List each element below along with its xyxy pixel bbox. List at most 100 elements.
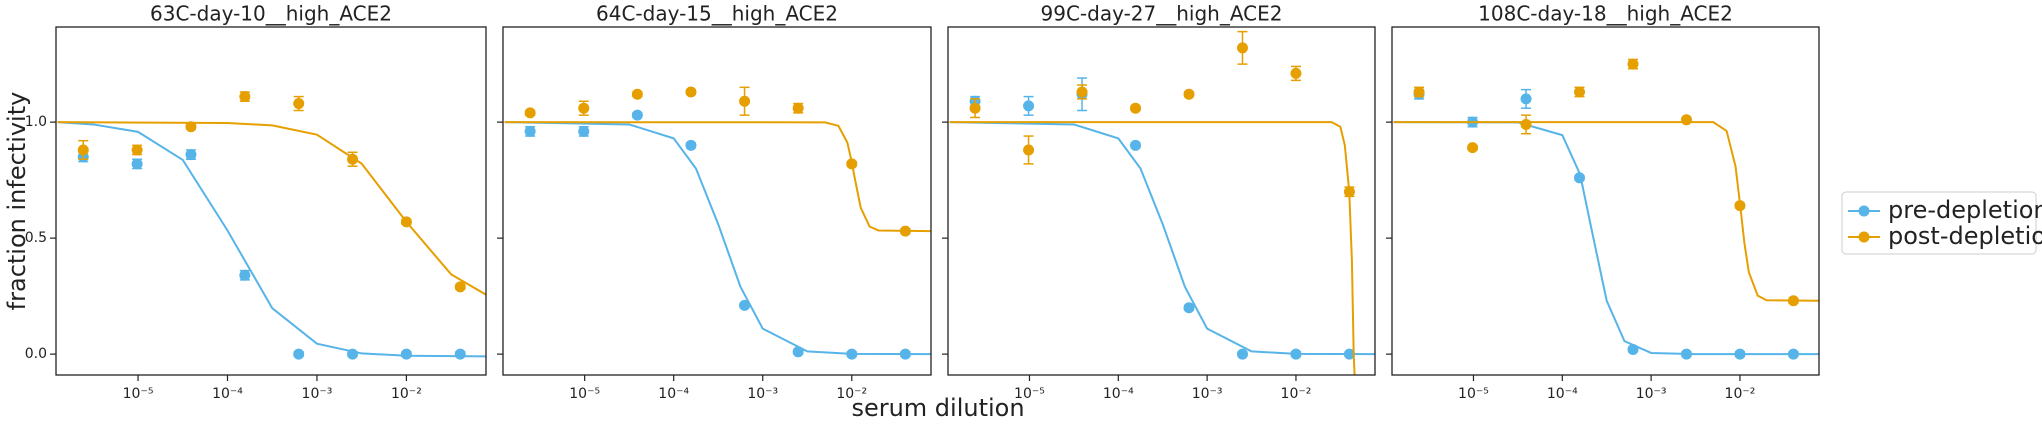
data-point bbox=[293, 348, 305, 360]
data-point bbox=[1787, 295, 1799, 307]
data-point bbox=[578, 102, 590, 114]
data-point bbox=[185, 149, 197, 161]
legend-box bbox=[1841, 191, 2037, 255]
x-tick-label: 10⁻² bbox=[836, 386, 867, 402]
panel-title: 64C-day-15__high_ACE2 bbox=[596, 2, 838, 26]
data-point bbox=[631, 109, 643, 121]
data-point bbox=[347, 153, 359, 165]
x-tick-label: 10⁻⁵ bbox=[1014, 386, 1045, 402]
data-point bbox=[1076, 86, 1088, 98]
data-point bbox=[1627, 343, 1639, 355]
data-point bbox=[685, 86, 697, 98]
x-tick-label: 10⁻⁴ bbox=[1547, 386, 1578, 402]
x-tick-label: 10⁻³ bbox=[302, 386, 333, 402]
data-point bbox=[969, 102, 981, 114]
panel: 108C-day-18__high_ACE2 10⁻⁵ 10⁻⁴ 10⁻³ 10⁻² bbox=[1386, 2, 1820, 402]
x-tick-label: 10⁻⁵ bbox=[1458, 386, 1489, 402]
data-point bbox=[400, 216, 412, 228]
data-point bbox=[1290, 348, 1302, 360]
fit-line bbox=[1393, 121, 1819, 356]
data-point bbox=[131, 158, 143, 170]
panel: 99C-day-27__high_ACE2 10⁻⁵ 10⁻⁴ 10⁻³ 10⁻² bbox=[942, 2, 1376, 402]
data-point bbox=[239, 269, 251, 281]
legend-label: post-depletion bbox=[1888, 222, 2042, 250]
data-point bbox=[1467, 142, 1479, 154]
data-point bbox=[846, 158, 858, 170]
data-point bbox=[1343, 186, 1355, 198]
legend-label: pre-depletion bbox=[1888, 196, 2042, 224]
data-point bbox=[1343, 348, 1355, 360]
data-point bbox=[347, 348, 359, 360]
data-point bbox=[578, 125, 590, 137]
data-point bbox=[899, 225, 911, 237]
data-point bbox=[1574, 172, 1586, 184]
legend-marker bbox=[1858, 205, 1870, 217]
data-point bbox=[1680, 114, 1692, 126]
data-point bbox=[131, 144, 143, 156]
x-tick-label: 10⁻⁴ bbox=[658, 386, 689, 402]
fit-line bbox=[1393, 121, 1819, 302]
x-tick-label: 10⁻³ bbox=[1636, 386, 1667, 402]
x-tick-label: 10⁻⁵ bbox=[569, 386, 600, 402]
x-tick-label: 10⁻⁴ bbox=[212, 386, 243, 402]
y-tick-label: 1.0 bbox=[25, 114, 47, 130]
data-point bbox=[1236, 348, 1248, 360]
x-tick-label: 10⁻² bbox=[1281, 386, 1312, 402]
data-point bbox=[1520, 118, 1532, 130]
data-point bbox=[631, 88, 643, 100]
data-point bbox=[899, 348, 911, 360]
panel-title: 63C-day-10__high_ACE2 bbox=[150, 2, 392, 26]
data-point bbox=[685, 139, 697, 151]
x-tick-label: 10⁻² bbox=[1725, 386, 1756, 402]
plot-frame bbox=[55, 26, 487, 376]
data-point bbox=[1520, 93, 1532, 105]
y-tick-label: 0.0 bbox=[25, 346, 47, 362]
data-point bbox=[77, 144, 89, 156]
y-tick-label: 0.5 bbox=[25, 230, 47, 246]
x-tick-label: 10⁻⁵ bbox=[123, 386, 154, 402]
fit-line bbox=[504, 121, 931, 233]
y-axis-label: fraction infectivity bbox=[3, 92, 31, 311]
x-tick-label: 10⁻² bbox=[391, 386, 422, 402]
data-point bbox=[846, 348, 858, 360]
fit-line bbox=[57, 121, 486, 358]
data-point bbox=[239, 91, 251, 103]
data-point bbox=[1023, 100, 1035, 112]
fit-line bbox=[949, 121, 1356, 375]
data-point bbox=[454, 281, 466, 293]
data-point bbox=[1680, 348, 1692, 360]
data-point bbox=[1023, 144, 1035, 156]
data-point bbox=[1183, 302, 1195, 314]
data-point bbox=[454, 348, 466, 360]
data-point bbox=[792, 346, 804, 358]
data-point bbox=[1130, 139, 1142, 151]
data-point bbox=[739, 95, 751, 107]
fit-line bbox=[57, 121, 486, 296]
plot-frame bbox=[502, 26, 932, 376]
legend-marker bbox=[1858, 231, 1870, 243]
data-point bbox=[185, 121, 197, 133]
data-point bbox=[1787, 348, 1799, 360]
data-point bbox=[524, 125, 536, 137]
fit-line bbox=[949, 121, 1375, 356]
x-axis-label: serum dilution bbox=[851, 394, 1024, 422]
data-point bbox=[1574, 86, 1586, 98]
panel-title: 108C-day-18__high_ACE2 bbox=[1478, 2, 1733, 26]
x-tick-label: 10⁻⁴ bbox=[1103, 386, 1134, 402]
data-point bbox=[1290, 67, 1302, 79]
x-tick-label: 10⁻³ bbox=[1192, 386, 1223, 402]
data-point bbox=[1413, 86, 1425, 98]
data-point bbox=[400, 348, 412, 360]
fit-line bbox=[504, 121, 931, 356]
data-point bbox=[1130, 102, 1142, 114]
panel: 64C-day-15__high_ACE2 10⁻⁵ 10⁻⁴ 10⁻³ 10⁻² bbox=[497, 2, 932, 402]
data-point bbox=[1183, 88, 1195, 100]
x-tick-label: 10⁻³ bbox=[747, 386, 778, 402]
data-point bbox=[1734, 200, 1746, 212]
data-point bbox=[792, 102, 804, 114]
data-point bbox=[524, 107, 536, 119]
data-point bbox=[1627, 58, 1639, 70]
data-point bbox=[1734, 348, 1746, 360]
plot-frame bbox=[1391, 26, 1820, 376]
